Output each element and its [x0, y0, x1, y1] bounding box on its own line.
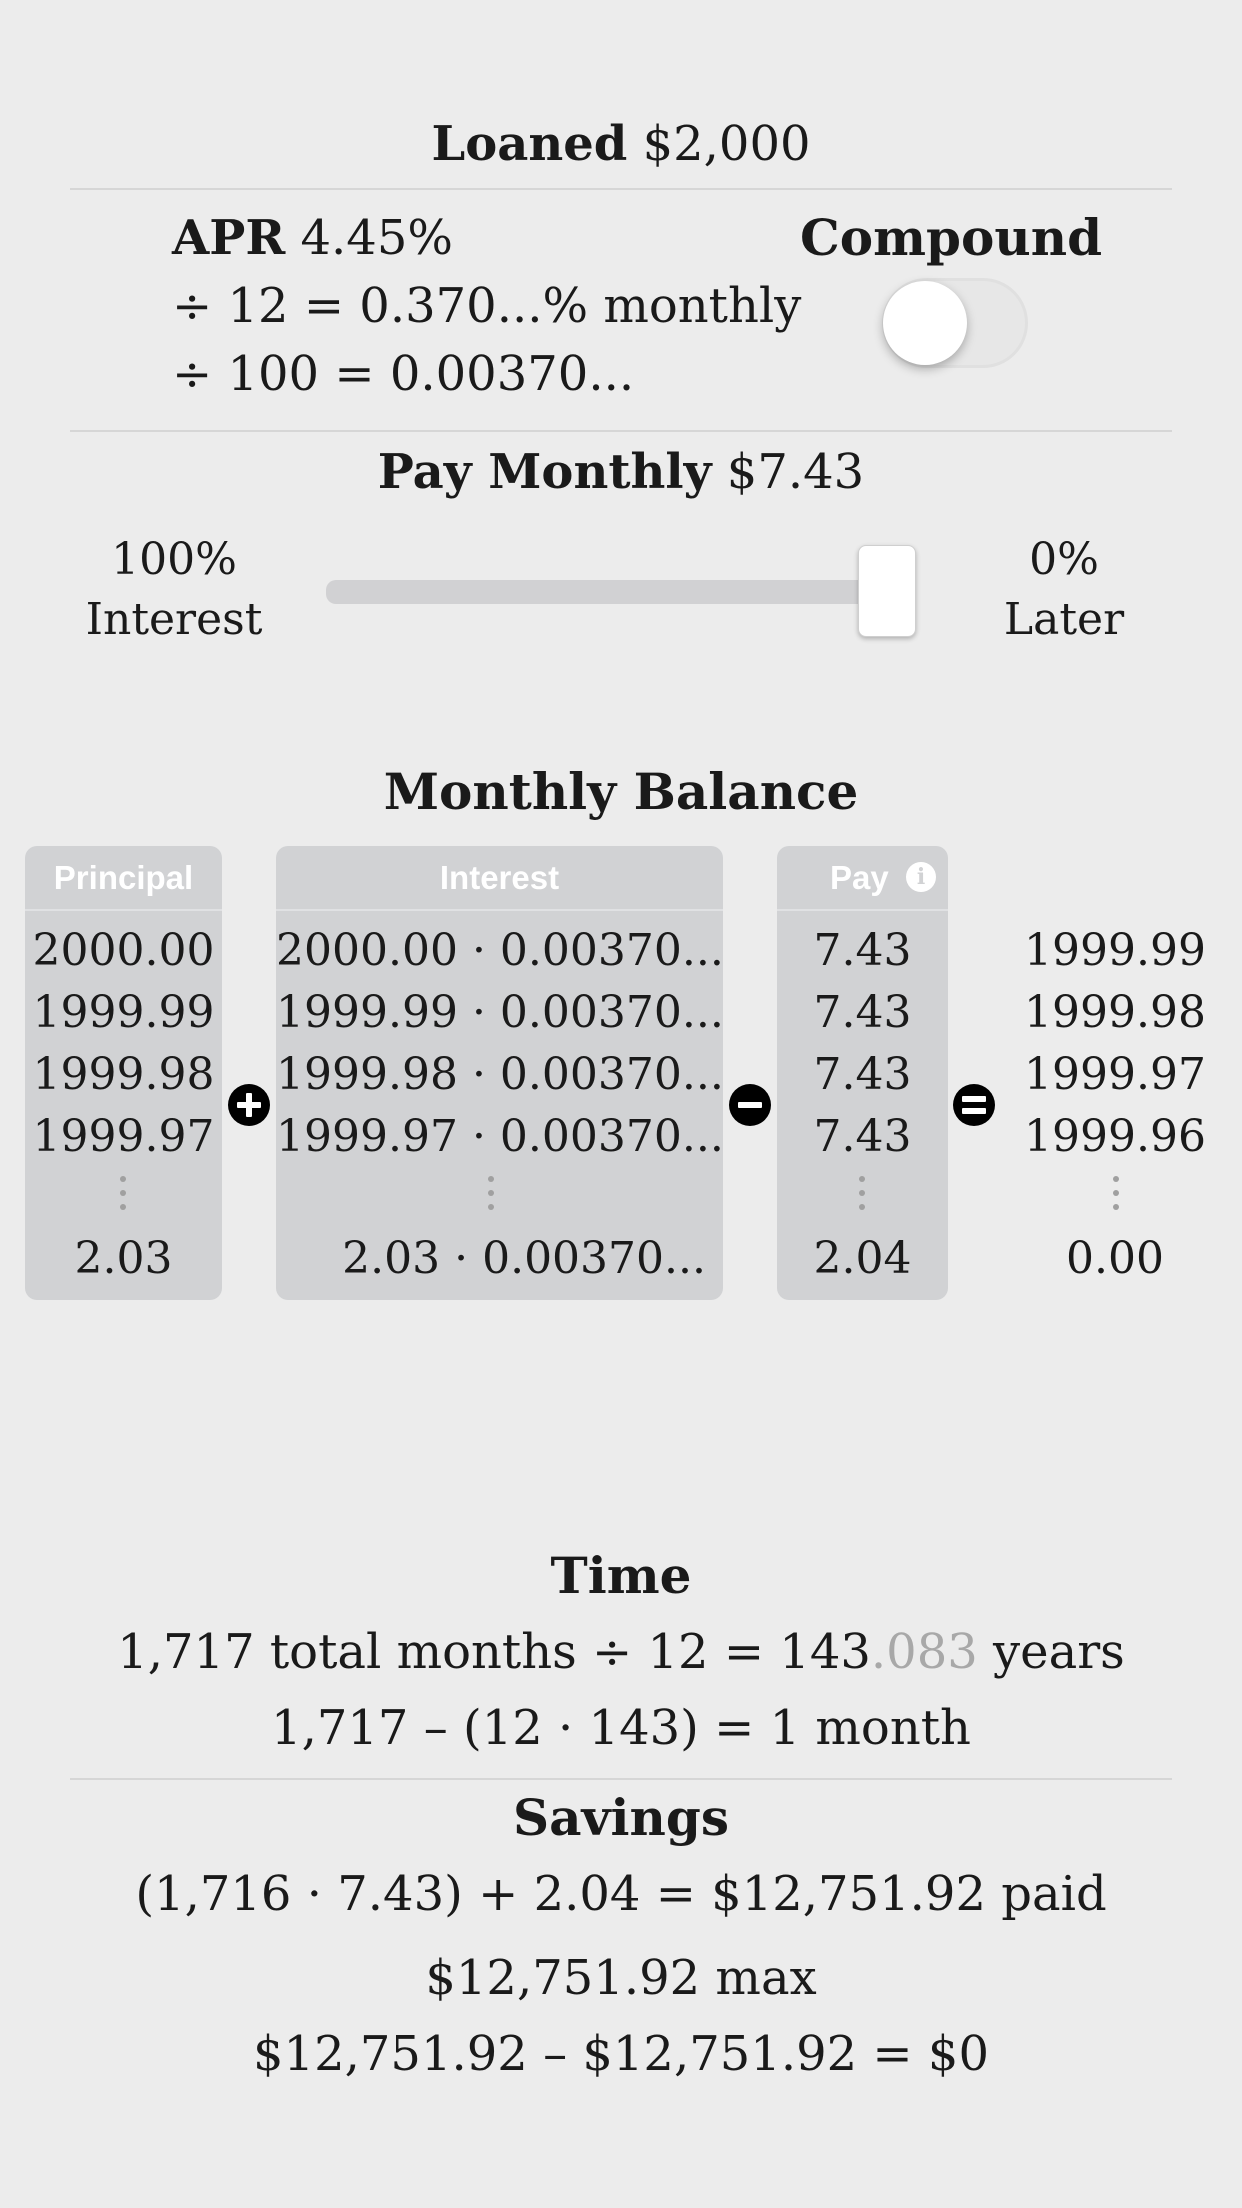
principal-cell: 2000.00: [32, 925, 215, 976]
interest-header: Interest: [439, 859, 560, 896]
pay-cell: 2.04: [813, 1233, 912, 1284]
interest-cell: 2000.00 · 0.00370...: [276, 925, 724, 976]
time-years-line: 1,717 total months ÷ 12 = 143.083 years: [0, 1622, 1242, 1682]
vertical-ellipsis-icon: [1113, 1176, 1121, 1218]
loaned-label: Loaned: [431, 116, 628, 172]
time-years-calc: 1,717 total months ÷ 12 = 143: [117, 1624, 871, 1680]
pay-cell: 7.43: [813, 987, 912, 1038]
result-cell: 1999.97: [1024, 1049, 1206, 1100]
divider: [70, 188, 1172, 190]
time-months-line: 1,717 – (12 · 143) = 1 month: [271, 1700, 971, 1756]
vertical-ellipsis-icon: [120, 1176, 128, 1218]
monthly-balance-title: Monthly Balance: [383, 762, 859, 821]
pay-column: [777, 846, 948, 1300]
plus-icon: [228, 1084, 270, 1126]
slider-right-label: 0% Later: [934, 530, 1194, 650]
apr-block: APR 4.45% ÷ 12 = 0.370...% monthly ÷ 100…: [172, 204, 801, 408]
minus-icon: [729, 1084, 771, 1126]
principal-cell: 1999.97: [32, 1111, 215, 1162]
equals-icon: [953, 1084, 995, 1126]
interest-cell: 2.03 · 0.00370...: [342, 1233, 706, 1284]
interest-column: [276, 846, 723, 1300]
divider: [70, 430, 1172, 432]
loaned-row[interactable]: Loaned $2,000: [0, 114, 1242, 174]
principal-cell: 1999.99: [32, 987, 215, 1038]
pay-cell: 7.43: [813, 925, 912, 976]
pay-header: Pay: [830, 859, 889, 896]
pay-cell: 7.43: [813, 1049, 912, 1100]
toggle-knob: [883, 281, 967, 365]
result-cell: 0.00: [1066, 1233, 1164, 1284]
header-divider: [276, 909, 723, 911]
compound-label: Compound: [800, 208, 1103, 267]
pay-cell: 7.43: [813, 1111, 912, 1162]
payment-slider-thumb[interactable]: [858, 545, 916, 637]
header-divider: [25, 909, 222, 911]
slider-right-caption: Later: [1003, 594, 1125, 645]
apr-decimal-rate: ÷ 100 = 0.00370...: [172, 346, 635, 402]
slider-right-percent: 0%: [1029, 534, 1099, 585]
pay-monthly-label: Pay Monthly: [377, 444, 712, 500]
pay-monthly-row: Pay Monthly $7.43: [0, 442, 1242, 502]
result-cell: 1999.96: [1024, 1111, 1206, 1162]
slider-left-label: 100% Interest: [44, 530, 304, 650]
divider: [70, 1778, 1172, 1780]
interest-cell: 1999.97 · 0.00370...: [276, 1111, 724, 1162]
apr-label: APR: [172, 210, 286, 266]
principal-column: [25, 846, 222, 1300]
pay-monthly-amount: $7.43: [726, 444, 865, 500]
time-title: Time: [550, 1546, 692, 1605]
time-years-fraction: .083: [870, 1624, 978, 1680]
loaned-amount[interactable]: $2,000: [642, 116, 811, 172]
principal-cell: 2.03: [74, 1233, 173, 1284]
vertical-ellipsis-icon: [859, 1176, 867, 1218]
interest-cell: 1999.99 · 0.00370...: [276, 987, 724, 1038]
result-cell: 1999.98: [1024, 987, 1206, 1038]
apr-value[interactable]: 4.45%: [300, 210, 453, 266]
payment-slider-track[interactable]: [326, 580, 886, 604]
compound-toggle[interactable]: [882, 278, 1028, 368]
result-cell: 1999.99: [1024, 925, 1206, 976]
slider-left-caption: Interest: [85, 594, 263, 645]
time-years-unit: years: [977, 1624, 1125, 1680]
savings-title: Savings: [512, 1788, 729, 1847]
vertical-ellipsis-icon: [488, 1176, 496, 1218]
header-divider: [777, 909, 948, 911]
savings-paid-line: (1,716 · 7.43) + 2.04 = $12,751.92 paid: [135, 1866, 1107, 1922]
slider-left-percent: 100%: [111, 534, 237, 585]
info-icon[interactable]: i: [906, 862, 936, 892]
savings-diff-line: $12,751.92 – $12,751.92 = $0: [253, 2026, 989, 2082]
principal-header: Principal: [53, 859, 194, 896]
principal-cell: 1999.98: [32, 1049, 215, 1100]
interest-cell: 1999.98 · 0.00370...: [276, 1049, 724, 1100]
savings-max-line: $12,751.92 max: [425, 1950, 817, 2006]
apr-monthly-rate: ÷ 12 = 0.370...% monthly: [172, 278, 802, 334]
